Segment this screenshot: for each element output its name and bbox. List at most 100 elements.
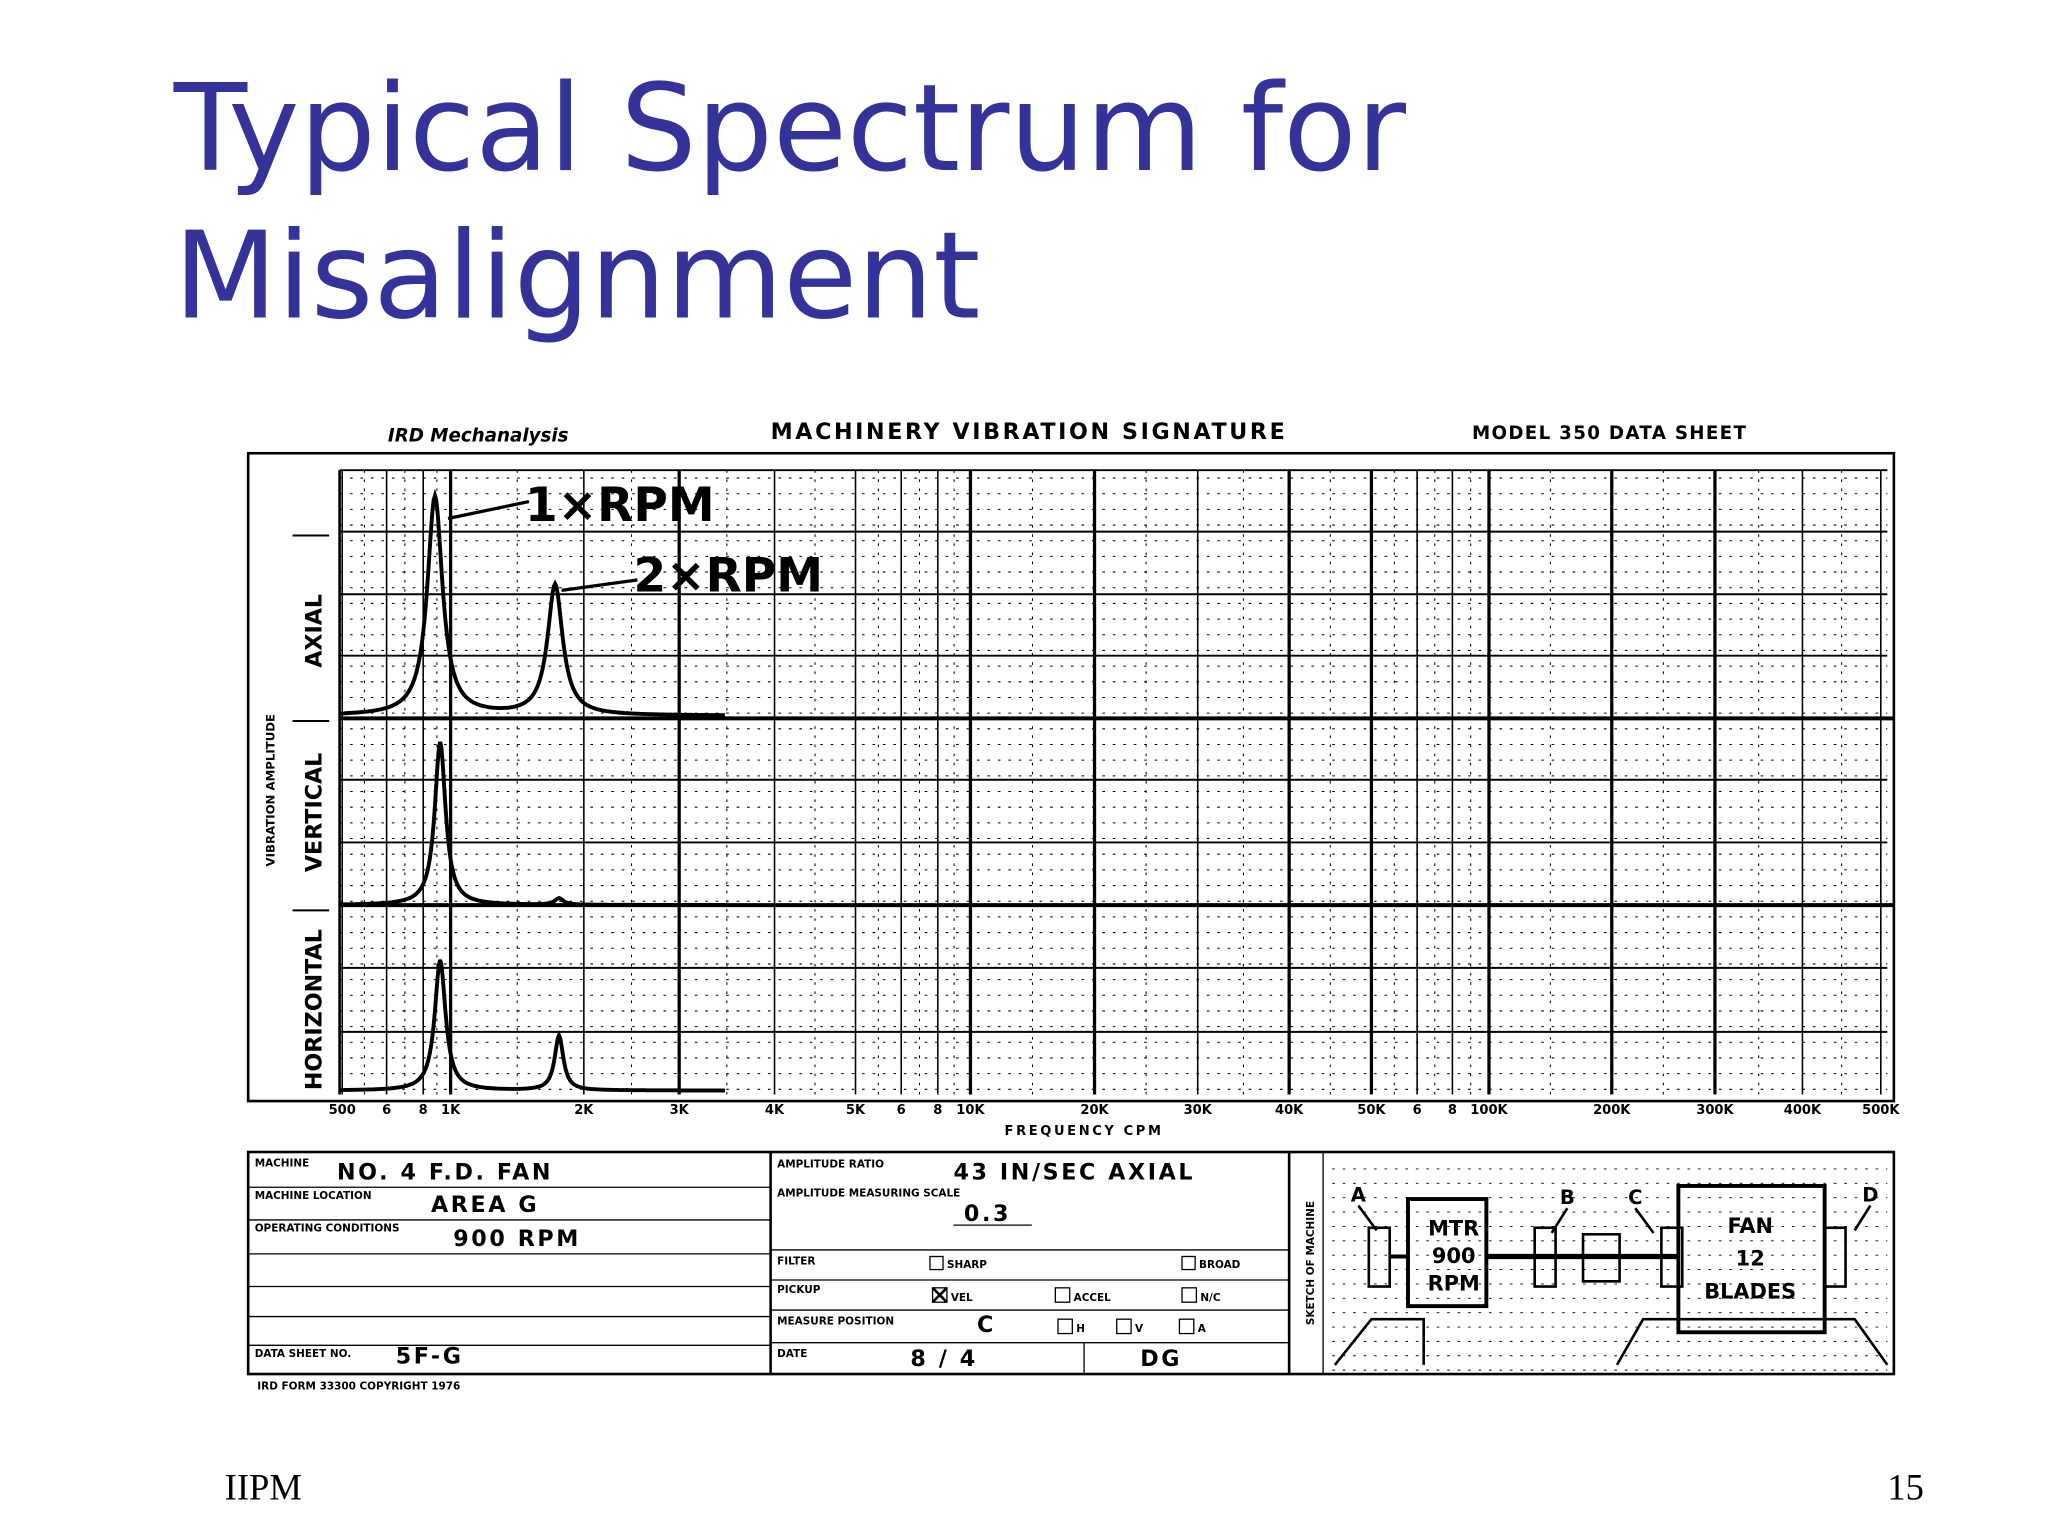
base-outline bbox=[1333, 1317, 1889, 1366]
point-label: B bbox=[1560, 1186, 1575, 1209]
x-tick-label: 200K bbox=[1593, 1103, 1631, 1118]
annotation: 2×RPM bbox=[633, 549, 823, 604]
fan-label: BLADES bbox=[1704, 1279, 1796, 1303]
box bbox=[1116, 1318, 1132, 1335]
x-tick-label: 100K bbox=[1470, 1103, 1508, 1118]
point-label: C bbox=[1628, 1186, 1642, 1209]
form-value: 5F-G bbox=[396, 1344, 464, 1370]
x-tick-label: 10K bbox=[956, 1103, 985, 1118]
box bbox=[246, 1150, 1896, 1376]
fan-label: FAN bbox=[1727, 1214, 1773, 1238]
slide-title: Misalignment bbox=[174, 206, 981, 346]
form-label: OPERATING CONDITIONS bbox=[255, 1223, 400, 1235]
x-tick-label: 6 bbox=[1413, 1103, 1422, 1118]
x-tick-label: 6 bbox=[382, 1103, 391, 1118]
page-number: 15 bbox=[1887, 1466, 1924, 1507]
motor-label: RPM bbox=[1428, 1271, 1480, 1295]
point-label: A bbox=[1351, 1184, 1367, 1207]
band-label: VERTICAL bbox=[301, 753, 327, 872]
box bbox=[1367, 1226, 1392, 1288]
footer-left: IIPM bbox=[225, 1466, 302, 1507]
figure-brand: IRD Mechanalysis bbox=[388, 425, 569, 446]
x-tick-label: 400K bbox=[1784, 1103, 1822, 1118]
rule bbox=[1634, 1207, 1655, 1234]
slide-title: Typical Spectrum for bbox=[173, 59, 1407, 199]
fan-label: 12 bbox=[1736, 1247, 1765, 1271]
form-value: DG bbox=[1140, 1346, 1182, 1372]
form-label: DATE bbox=[777, 1348, 807, 1360]
box bbox=[1054, 1287, 1071, 1303]
x-tick-label: 3K bbox=[670, 1103, 690, 1118]
spectrum-trace bbox=[339, 959, 725, 1093]
spectrum-trace bbox=[339, 488, 725, 718]
form-value: 0.3 bbox=[964, 1201, 1011, 1227]
form-label: MEASURE POSITION bbox=[777, 1315, 894, 1327]
box bbox=[1181, 1287, 1198, 1303]
box bbox=[1406, 1197, 1489, 1309]
box bbox=[929, 1255, 944, 1271]
form-label: PICKUP bbox=[777, 1284, 821, 1296]
band-label: AXIAL bbox=[301, 594, 327, 668]
form-option: H bbox=[1076, 1323, 1085, 1335]
rule bbox=[1550, 1207, 1569, 1234]
form-label: FILTER bbox=[777, 1255, 815, 1267]
x-tick-label: 40K bbox=[1275, 1103, 1304, 1118]
footnote: IRD FORM 33300 COPYRIGHT 1976 bbox=[257, 1381, 460, 1393]
figure-title: MACHINERY VIBRATION SIGNATURE bbox=[771, 419, 1288, 445]
box bbox=[1178, 1318, 1195, 1335]
form-label: DATA SHEET NO. bbox=[255, 1348, 352, 1360]
x-tick-label: 5K bbox=[846, 1103, 866, 1118]
x-tick-label: 300K bbox=[1696, 1103, 1734, 1118]
point-label: D bbox=[1862, 1184, 1878, 1207]
rule bbox=[931, 1286, 948, 1304]
form-label: AMPLITUDE MEASURING SCALE bbox=[777, 1187, 960, 1199]
box bbox=[246, 451, 1896, 1103]
box bbox=[1823, 1226, 1847, 1288]
form-value: 900 RPM bbox=[453, 1226, 581, 1252]
box bbox=[1057, 1318, 1073, 1335]
form-option: VEL bbox=[951, 1292, 973, 1304]
x-tick-label: 8 bbox=[933, 1103, 942, 1118]
box bbox=[1181, 1255, 1196, 1271]
form-option: SHARP bbox=[947, 1259, 987, 1271]
form-option: V bbox=[1135, 1323, 1144, 1335]
form-option: A bbox=[1198, 1323, 1207, 1335]
x-tick-label: 1K bbox=[441, 1103, 461, 1118]
form-option: N/C bbox=[1200, 1292, 1220, 1304]
band-label: HORIZONTAL bbox=[301, 929, 327, 1090]
x-tick-label: 500K bbox=[1862, 1103, 1900, 1118]
form-label: MACHINE LOCATION bbox=[255, 1190, 372, 1202]
form-label: AMPLITUDE RATIO bbox=[777, 1159, 884, 1171]
rule bbox=[1357, 1204, 1378, 1232]
form-value: AREA G bbox=[431, 1192, 539, 1218]
rule bbox=[447, 499, 530, 521]
box bbox=[931, 1287, 948, 1303]
x-tick-label: 500 bbox=[329, 1103, 356, 1118]
figure-model: MODEL 350 DATA SHEET bbox=[1472, 423, 1747, 444]
x-tick-label: 50K bbox=[1357, 1103, 1386, 1118]
form-option: ACCEL bbox=[1074, 1292, 1112, 1304]
form-value: NO. 4 F.D. FAN bbox=[337, 1159, 553, 1185]
y-axis-title: VIBRATION AMPLITUDE bbox=[263, 714, 277, 867]
form-value: 43 IN/SEC AXIAL bbox=[953, 1159, 1195, 1185]
motor-label: MTR bbox=[1428, 1217, 1479, 1241]
x-tick-label: 2K bbox=[574, 1103, 594, 1118]
x-axis-title: FREQUENCY CPM bbox=[1005, 1124, 1164, 1139]
annotation: 1×RPM bbox=[525, 478, 715, 533]
rule bbox=[1853, 1204, 1872, 1232]
x-tick-label: 6 bbox=[897, 1103, 906, 1118]
x-tick-label: 8 bbox=[419, 1103, 428, 1118]
x-tick-label: 8 bbox=[1448, 1103, 1457, 1118]
x-tick-label: 30K bbox=[1184, 1103, 1213, 1118]
x-tick-label: 4K bbox=[765, 1103, 785, 1118]
spectrum-trace bbox=[339, 741, 725, 907]
motor-label: 900 bbox=[1432, 1244, 1476, 1268]
x-tick-label: 20K bbox=[1080, 1103, 1109, 1118]
rule bbox=[561, 578, 638, 592]
form-value: 8 / 4 bbox=[910, 1346, 978, 1372]
form-label: MACHINE bbox=[255, 1157, 310, 1169]
form-option: BROAD bbox=[1199, 1259, 1241, 1271]
form-value: C bbox=[977, 1312, 996, 1338]
